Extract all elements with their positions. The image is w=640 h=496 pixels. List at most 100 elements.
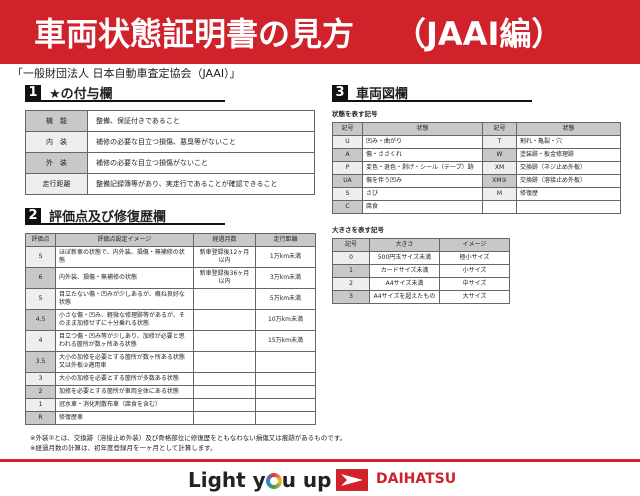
- table-row: 内 装補修の必要な目立つ損傷、悪臭等がないこと: [25, 131, 315, 153]
- table-cell: 500円玉サイズ未満: [369, 251, 440, 265]
- table-cell: P: [332, 161, 363, 175]
- table-cell: [193, 398, 256, 412]
- left-column: 1 ★の付与欄 機 能整備、保証付きであること内 装補修の必要な目立つ損傷、悪臭等…: [25, 84, 318, 425]
- table-row: C 腐食: [332, 200, 621, 214]
- table-cell: U: [332, 135, 363, 149]
- table-cell: 塗装跡・板金修理跡: [516, 148, 621, 162]
- table-cell: XM: [482, 161, 517, 175]
- table-cell: 5: [25, 288, 56, 310]
- section1-heading: 1 ★の付与欄: [25, 84, 225, 102]
- table-cell: 3: [25, 372, 56, 386]
- table-row: 4.5 小さな傷・凹み、軽微な修理跡等があるが、そのまま加修せずに十分乗れる状態 1…: [25, 309, 316, 331]
- section2-heading: 2 評価点及び修復歴欄: [25, 207, 225, 225]
- table-cell: A4サイズを超えたもの: [369, 290, 440, 304]
- table-row: 2 加修を必要とする箇所が車両全体にある状態: [25, 385, 316, 399]
- table-cell: 状態: [516, 122, 621, 136]
- table-cell: 走行距離: [25, 173, 88, 195]
- footer: Light y u up DAIHATSU: [0, 462, 640, 496]
- table-cell: 0: [332, 251, 370, 265]
- table-cell: 修復歴車: [55, 411, 194, 425]
- table-cell: 記号: [332, 238, 370, 252]
- table-cell: [193, 372, 256, 386]
- table-row: 5 目立たない傷・凹みが少しあるが、概ね良好な状態 5万km未満: [25, 288, 316, 310]
- eye-logo-icon: [265, 473, 282, 489]
- table-cell: 交換跡（溶接止め外板）: [516, 174, 621, 188]
- table-row: 1 カードサイズ未満 小サイズ: [332, 264, 510, 278]
- table-row: 外 装補修の必要な目立つ損傷がないこと: [25, 152, 315, 174]
- section-number: 3: [332, 84, 348, 100]
- table-cell: 10万km未満: [255, 309, 316, 331]
- table-row: S ほぼ新車の状態で、内外装、損傷・無補修の状態 新車登録後12ヶ月以内 1万km未満: [25, 246, 316, 268]
- table-cell: [193, 309, 256, 331]
- table-cell: 1: [332, 264, 370, 278]
- table-cell: UA: [332, 174, 363, 188]
- table-cell: S: [25, 246, 56, 268]
- section-title: ★の付与欄: [49, 86, 113, 102]
- table-cell: 傷・ささくれ: [362, 148, 483, 162]
- table-row: UA 傷を伴う凹み XM② 交換跡（溶接止め外板）: [332, 174, 621, 188]
- table-cell: 冠水車・消化剤散布車（腐食を含む）: [55, 398, 194, 412]
- main-content: 1 ★の付与欄 機 能整備、保証付きであること内 装補修の必要な目立つ損傷、悪臭等…: [25, 84, 640, 425]
- table-cell: R: [25, 411, 56, 425]
- table-row: 3 大小の加修を必要とする箇所が多数ある状態: [25, 372, 316, 386]
- table-cell: 経過月数: [193, 233, 256, 247]
- page-title: 車両状態証明書の見方: [34, 15, 355, 53]
- table-cell: 腐食: [362, 200, 483, 214]
- table-cell: 1: [25, 398, 56, 412]
- table-row: 0 500円玉サイズ未満 極小サイズ: [332, 251, 510, 265]
- table-cell: 内外装、損傷・無補修の状態: [55, 267, 194, 289]
- table-cell: 新車登録後12ヶ月以内: [193, 246, 256, 268]
- slogan-text: u up: [281, 468, 332, 492]
- table-cell: 傷を伴う凹み: [362, 174, 483, 188]
- table-cell: 評価点: [25, 233, 56, 247]
- right-column: 3 車両図欄 状態を表す記号 記号 状態 記号 状態 U 凹み・曲がり T 割れ・亀裂・穴 A 傷・…: [332, 84, 622, 304]
- table-cell: 割れ・亀裂・穴: [516, 135, 621, 149]
- table-cell: 変色・退色・剥げ・シール（テープ）跡: [362, 161, 483, 175]
- table-cell: [255, 351, 316, 373]
- table-cell: 3.5: [25, 351, 56, 373]
- table-row: P 変色・退色・剥げ・シール（テープ）跡 XM 交換跡（ネジ止め外板）: [332, 161, 621, 175]
- table-cell: 2: [25, 385, 56, 399]
- table-cell: 15万km未満: [255, 330, 316, 352]
- table-cell: [193, 351, 256, 373]
- table-row: R 修復歴車: [25, 411, 316, 425]
- table-cell: 極小サイズ: [439, 251, 510, 265]
- table-cell: 目立つ傷・凹み等が少しあり、加修が必要と思われる箇所が数ヶ所ある状態: [55, 330, 194, 352]
- state-symbol-label: 状態を表す記号: [332, 110, 378, 118]
- table-cell: 大小の加修を必要とする箇所が数ヶ所ある状態又は外板②適用車: [55, 351, 194, 373]
- section3-heading: 3 車両図欄: [332, 84, 532, 102]
- table-cell: XM②: [482, 174, 517, 188]
- section-title: 評価点及び修復歴欄: [49, 209, 167, 225]
- brand-name: DAIHATSU: [376, 471, 457, 487]
- table-cell: 大きさ: [369, 238, 440, 252]
- section-number: 2: [25, 207, 41, 223]
- table-row: 3.5 大小の加修を必要とする箇所が数ヶ所ある状態又は外板②適用車: [25, 351, 316, 373]
- table-cell: 6: [25, 267, 56, 289]
- table-cell: 4: [25, 330, 56, 352]
- table-cell: 内 装: [25, 131, 88, 153]
- table-row: 走行距離 整備記録簿等があり、実走行であることが確認できること: [25, 173, 315, 195]
- table-cell: 凹み・曲がり: [362, 135, 483, 149]
- table-cell: [516, 200, 621, 214]
- table-cell: [482, 200, 517, 214]
- table-cell: [255, 411, 316, 425]
- spacer: [332, 214, 622, 226]
- section-number: 1: [25, 84, 41, 100]
- table-cell: [255, 385, 316, 399]
- table-cell: 5万km未満: [255, 288, 316, 310]
- table-cell: M: [482, 187, 517, 201]
- table-cell: 外 装: [25, 152, 88, 174]
- table-row: A 傷・ささくれ W 塗装跡・板金修理跡: [332, 148, 621, 162]
- table-cell: 加修を必要とする箇所が車両全体にある状態: [55, 385, 194, 399]
- table-cell: 交換跡（ネジ止め外板）: [516, 161, 621, 175]
- table-cell: 中サイズ: [439, 277, 510, 291]
- table-cell: 4.5: [25, 309, 56, 331]
- table-cell: 補修の必要な目立つ損傷、悪臭等がないこと: [87, 131, 315, 153]
- table-cell: 3万km未満: [255, 267, 316, 289]
- table-cell: 記号: [332, 122, 363, 136]
- table-cell: 目立たない傷・凹みが少しあるが、概ね良好な状態: [55, 288, 194, 310]
- table-cell: 大小の加修を必要とする箇所が多数ある状態: [55, 372, 194, 386]
- size-symbol-label: 大きさを表す記号: [332, 226, 384, 234]
- table-row: S さび M 修復歴: [332, 187, 621, 201]
- note: ※経過月数の計算は、初年度登録月を一ヶ月として計算します。: [30, 444, 217, 452]
